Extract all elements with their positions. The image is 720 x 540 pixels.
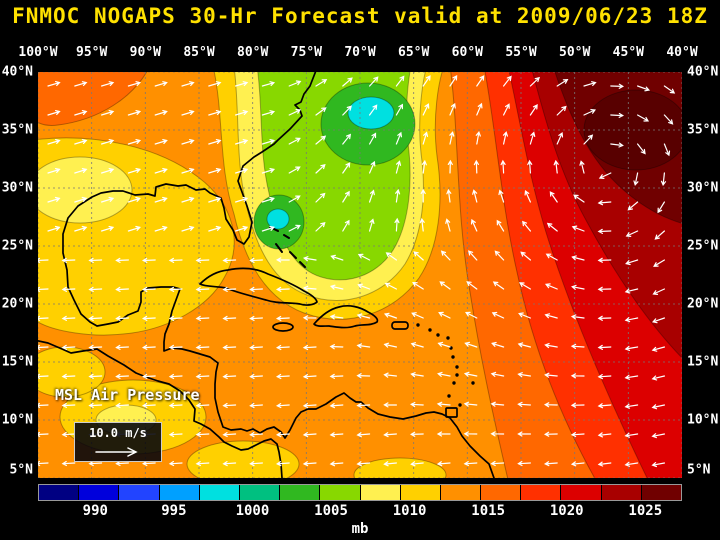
colorbar-tick-label: 1010 xyxy=(392,503,427,519)
lat-tick-label: 10°N xyxy=(687,412,719,428)
colorbar-segment xyxy=(239,485,281,500)
lon-tick-label: 50°W xyxy=(559,45,591,60)
island-hispaniola xyxy=(313,304,379,329)
lat-tick-label: 10°N xyxy=(1,412,33,428)
lon-tick-label: 65°W xyxy=(398,45,430,60)
colorbar-segment xyxy=(561,485,602,500)
island-dot xyxy=(446,336,450,340)
latitude-axis-left: 40°N 35°N 30°N 25°N 20°N 15°N 10°N 5°N xyxy=(0,0,36,540)
colorbar-tick-label: 1025 xyxy=(628,503,663,519)
page-title: FNMOC NOGAPS 30-Hr Forecast valid at 200… xyxy=(12,4,708,28)
colorbar-segment xyxy=(280,485,321,500)
colorbar-segment xyxy=(159,485,200,500)
island-dot xyxy=(458,403,462,407)
lat-tick-label: 20°N xyxy=(1,296,33,312)
colorbar-segment xyxy=(320,485,361,500)
lon-tick-label: 45°W xyxy=(612,45,644,60)
lat-tick-label: 5°N xyxy=(9,462,33,478)
colorbar-segment xyxy=(521,485,562,500)
lon-tick-label: 70°W xyxy=(344,45,376,60)
colorbar-tick-label: 990 xyxy=(82,503,108,519)
colorbar-segment xyxy=(360,485,401,500)
island-dot xyxy=(455,373,459,377)
colorbar-tick-label: 1015 xyxy=(471,503,505,519)
lon-tick-label: 40°W xyxy=(666,45,698,60)
lat-tick-label: 25°N xyxy=(687,238,719,254)
colorbar-tick-label: 995 xyxy=(161,503,187,519)
colorbar-tick-label: 1005 xyxy=(314,503,348,519)
colorbar-segment xyxy=(440,485,482,500)
lat-tick-label: 5°N xyxy=(687,462,711,478)
coastline-layer xyxy=(38,72,495,478)
field-label: MSL Air Pressure xyxy=(55,386,200,404)
colorbar-segment xyxy=(601,485,642,500)
colorbar-segment xyxy=(39,485,80,500)
lon-tick-label: 100°W xyxy=(18,45,58,60)
wind-vectors xyxy=(38,75,676,468)
island-puerto-rico xyxy=(391,321,409,330)
graticule xyxy=(38,72,682,478)
lat-tick-label: 25°N xyxy=(1,238,33,254)
colorbar-segment xyxy=(481,485,522,500)
lat-tick-label: 40°N xyxy=(1,64,33,80)
colorbar xyxy=(38,484,682,501)
latitude-axis-right: 40°N 35°N 30°N 25°N 20°N 15°N 10°N 5°N xyxy=(684,0,720,540)
islands-lesser-antilles xyxy=(416,323,475,407)
island-dot xyxy=(471,381,475,385)
lat-tick-label: 35°N xyxy=(687,122,719,138)
colorbar-segment xyxy=(641,485,681,500)
contour-region-florida-cyan xyxy=(266,208,290,230)
lat-tick-label: 30°N xyxy=(687,180,719,196)
lon-tick-label: 90°W xyxy=(129,45,161,60)
colorbar-segment xyxy=(199,485,240,500)
island-trinidad xyxy=(445,407,458,418)
lat-tick-label: 35°N xyxy=(1,122,33,138)
colorbar-segment xyxy=(400,485,441,500)
colorbar-tick-label: 1020 xyxy=(549,503,584,519)
islands-bahamas xyxy=(269,226,306,268)
lat-tick-label: 15°N xyxy=(687,354,719,370)
colorbar-segment xyxy=(119,485,160,500)
lon-tick-label: 85°W xyxy=(183,45,215,60)
island-cuba xyxy=(199,267,318,306)
island-dot xyxy=(455,365,459,369)
lat-tick-label: 20°N xyxy=(687,296,719,312)
longitude-axis: 100°W 95°W 90°W 85°W 80°W 75°W 70°W 65°W 60°W 55°… xyxy=(0,45,720,61)
contour-region-south-yellow xyxy=(186,440,300,478)
lon-tick-label: 75°W xyxy=(290,45,322,60)
coastline-pacific xyxy=(38,339,283,478)
colorbar-tick-labels: 990 995 1000 1005 1010 1015 1020 1025 xyxy=(38,503,682,519)
island-dot xyxy=(451,355,455,359)
island-jamaica xyxy=(272,322,294,332)
lat-tick-label: 40°N xyxy=(687,64,719,80)
lon-tick-label: 60°W xyxy=(451,45,483,60)
island-dot xyxy=(452,381,456,385)
colorbar-unit-label: mb xyxy=(351,521,369,537)
lat-tick-label: 15°N xyxy=(1,354,33,370)
island-dot xyxy=(416,323,420,327)
contour-region-gulf-pale xyxy=(38,156,133,224)
island-dot xyxy=(436,333,440,337)
colorbar-tick-label: 1000 xyxy=(235,503,270,519)
island-dot xyxy=(428,328,432,332)
lon-tick-label: 95°W xyxy=(76,45,108,60)
lon-tick-label: 55°W xyxy=(505,45,537,60)
island-dot xyxy=(447,394,451,398)
wind-scale-legend: 10.0 m/s xyxy=(74,422,162,462)
lat-tick-label: 30°N xyxy=(1,180,33,196)
lon-tick-label: 80°W xyxy=(237,45,269,60)
coastline-north-america xyxy=(62,72,495,478)
colorbar-segment xyxy=(79,485,120,500)
wind-vector-layer xyxy=(38,75,676,468)
pressure-wind-map xyxy=(38,72,682,478)
wind-scale-arrow-icon xyxy=(95,447,138,457)
wind-scale-value: 10.0 m/s xyxy=(89,426,147,440)
pressure-fill-layer xyxy=(38,72,682,478)
